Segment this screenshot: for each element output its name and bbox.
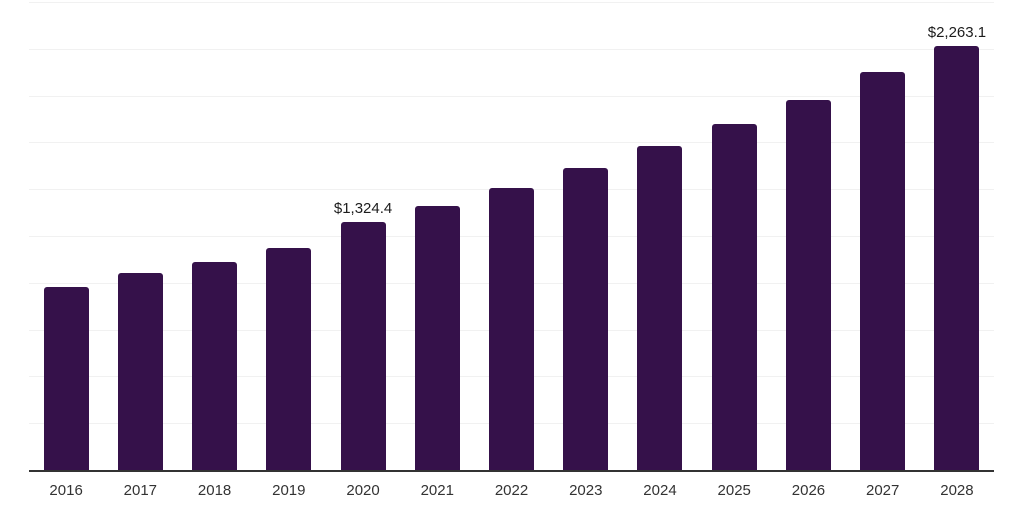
- bar-2021: [414, 206, 460, 470]
- bars-row: $1,324.4 $2,263.1: [29, 2, 994, 470]
- bar-2020: [340, 222, 386, 470]
- bar-slot-2024: [623, 2, 697, 470]
- x-axis-label-2022: 2022: [494, 482, 529, 499]
- bar-slot-2026: [771, 2, 845, 470]
- bar-2016: [43, 286, 89, 470]
- bar-slot-2020: $1,324.4: [326, 2, 400, 470]
- gridline-2500: [29, 2, 994, 3]
- bar-slot-2016: [29, 2, 103, 470]
- bar-slot-2017: [103, 2, 177, 470]
- bar-slot-2027: [846, 2, 920, 470]
- bar-value-label-2020: $1,324.4: [333, 200, 393, 218]
- bar-2025: [711, 124, 757, 470]
- x-axis-label-2026: 2026: [791, 482, 826, 499]
- x-axis-label-2027: 2027: [866, 482, 900, 499]
- x-axis-line: [29, 470, 994, 472]
- x-axis-label-2025: 2025: [717, 482, 751, 499]
- plot-area: $1,324.4 $2,263.1: [29, 2, 994, 472]
- gridline-1750: [29, 142, 994, 144]
- bar-value-label-2028: $2,263.1: [927, 24, 987, 42]
- x-axis-labels: 2016 2017 2018 2019 2020 2021 2022 2023 2024 2025…: [29, 483, 994, 498]
- bar-2026: [785, 100, 831, 470]
- gridline-2250: [29, 48, 994, 50]
- bar-2027: [860, 72, 906, 470]
- bar-slot-2019: [252, 2, 326, 470]
- x-axis-label-2020: 2020: [346, 482, 380, 499]
- bar-2022: [489, 187, 535, 470]
- bar-2018: [192, 261, 238, 470]
- x-axis-label-2024: 2024: [643, 482, 677, 499]
- bar-2024: [637, 145, 683, 470]
- x-axis-label-2021: 2021: [420, 482, 454, 499]
- bar-slot-2025: [697, 2, 771, 470]
- bar-2028: [934, 46, 980, 470]
- x-axis-label-2018: 2018: [197, 482, 232, 499]
- x-axis-label-2019: 2019: [272, 482, 306, 499]
- bar-2017: [117, 273, 163, 470]
- x-axis-label-2017: 2017: [123, 482, 158, 499]
- x-axis-label-2016: 2016: [49, 482, 83, 499]
- bar-slot-2022: [474, 2, 548, 470]
- bar-slot-2023: [549, 2, 623, 470]
- bar-2019: [266, 248, 312, 470]
- bar-2023: [563, 168, 609, 470]
- bar-slot-2021: [400, 2, 474, 470]
- x-axis-label-2023: 2023: [569, 482, 603, 499]
- bar-slot-2028: $2,263.1: [920, 2, 994, 470]
- x-axis-label-2028: 2028: [940, 482, 974, 499]
- gridline-2000: [29, 95, 994, 97]
- bar-slot-2018: [177, 2, 251, 470]
